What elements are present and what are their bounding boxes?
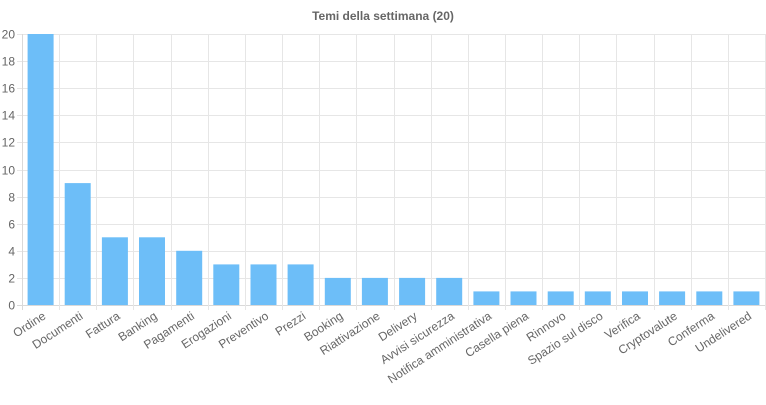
y-tick-label: 0 [8, 299, 15, 313]
y-tick-label: 8 [8, 191, 15, 205]
bar[interactable] [101, 237, 128, 306]
bar[interactable] [324, 277, 351, 305]
bar[interactable] [659, 291, 686, 305]
bar[interactable] [622, 291, 648, 305]
bar[interactable] [399, 277, 426, 305]
x-tick-label: Casella piena [463, 309, 532, 361]
y-tick-label: 16 [2, 82, 16, 96]
bars [27, 34, 760, 306]
bar[interactable] [696, 291, 723, 305]
y-tick-label: 2 [8, 272, 15, 286]
x-axis-ticks: OrdineDocumentiFatturaBankingPagamentiEr… [10, 309, 754, 387]
bar[interactable] [250, 264, 277, 305]
y-tick-label: 18 [2, 55, 16, 69]
y-tick-label: 20 [2, 28, 16, 42]
bar[interactable] [436, 277, 463, 305]
bar[interactable] [510, 291, 537, 305]
chart-title: Temi della settimana (20) [312, 9, 454, 23]
bar[interactable] [176, 250, 203, 305]
y-axis-ticks: 0 2 4 6 8 10 12 14 16 18 20 [2, 28, 16, 313]
bar[interactable] [27, 34, 54, 305]
bar[interactable] [584, 291, 611, 305]
bar[interactable] [213, 264, 240, 305]
y-tick-label: 4 [8, 245, 15, 259]
bar[interactable] [733, 291, 760, 305]
grid-lines [17, 34, 766, 310]
bar[interactable] [473, 291, 500, 305]
x-tick-label: Fattura [83, 309, 123, 342]
bar[interactable] [547, 291, 574, 305]
y-tick-label: 12 [2, 136, 16, 150]
y-tick-label: 14 [2, 109, 16, 123]
bar[interactable] [64, 183, 91, 305]
bar[interactable] [287, 264, 314, 305]
y-tick-label: 6 [8, 218, 15, 232]
y-tick-label: 10 [2, 164, 16, 178]
bar[interactable] [361, 277, 388, 305]
bar[interactable] [139, 237, 165, 306]
